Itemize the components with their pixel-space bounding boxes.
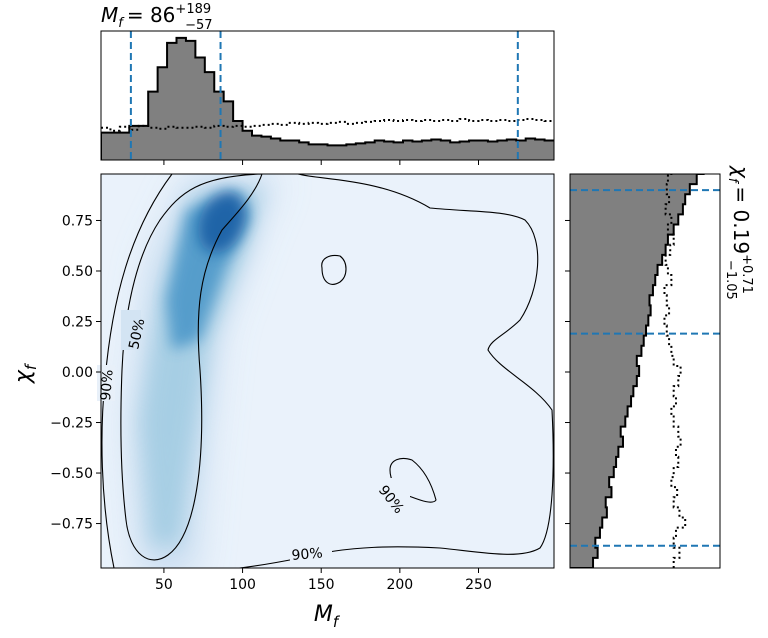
contour-50 [120, 174, 263, 561]
title-chi-value: = 0.19 [729, 186, 753, 254]
top-marginal-panel [100, 30, 555, 165]
top-panel-frame [100, 30, 555, 161]
posterior-histogram-fill [570, 174, 704, 568]
contour-90-island [321, 254, 347, 285]
title-mf-subscript: f [118, 16, 125, 31]
posterior-histogram-step [570, 174, 705, 568]
title-mf-upper-error: +189 [175, 2, 211, 17]
prior-histogram-step [101, 117, 554, 132]
title-chi-subscript: f [725, 178, 740, 185]
density-heatmap [128, 175, 280, 568]
contour-label-90-bottom-bg [290, 541, 332, 563]
x-axis-label-symbol: M [314, 602, 333, 627]
title-chi-symbol: χ [729, 165, 753, 179]
joint-panel-frame [100, 173, 555, 569]
y-tick-label: −0.25 [50, 416, 93, 432]
y-tick-label: 0.00 [62, 365, 93, 381]
contour-label-90-mid-bg [376, 478, 410, 514]
joint-panel: 50% 90% 90% 90% 50 100 150 200 250 0.750.500… [50, 173, 555, 593]
right-panel-frame [569, 173, 721, 569]
title-mf-lower-error: −57 [185, 18, 212, 33]
y-axis-label-subscript: f [22, 362, 40, 370]
x-tick-label: 50 [155, 577, 173, 593]
right-panel-ticks [565, 219, 570, 525]
y-tick-label: 0.50 [62, 264, 93, 280]
title-mf-value: = 86 [127, 3, 176, 27]
joint-y-axis-ticks: 0.75 0.50 0.25 0.00 −0.25 −0.50 −0.75 [50, 213, 101, 533]
posterior-histogram-step [101, 36, 554, 160]
y-tick-label: 0.75 [62, 213, 93, 229]
right-marginal-panel [565, 173, 721, 569]
top-histogram [101, 31, 554, 160]
y-tick-label: −0.50 [50, 466, 93, 482]
y-tick-label: 0.25 [62, 314, 93, 330]
top-panel-title: Mf = 86+189 −57 [101, 2, 213, 33]
density-peak [198, 191, 246, 253]
y-axis-label-symbol: χ [11, 369, 36, 384]
x-tick-label: 100 [229, 577, 256, 593]
contour-label-50: 50% [126, 317, 148, 351]
title-chi-upper-error: +0.71 [739, 254, 754, 294]
x-axis-label-subscript: f [333, 613, 341, 631]
contour-90-right [170, 174, 554, 568]
x-tick-label: 200 [386, 577, 413, 593]
density-mid-region [140, 188, 262, 545]
contour-label-90-bottom: 90% [291, 545, 323, 564]
right-histogram [570, 174, 720, 568]
right-panel-title: χf= 0.19+0.71−1.05 [723, 165, 754, 300]
y-tick-label: −0.75 [50, 517, 93, 533]
y-axis-label: χf [11, 362, 40, 384]
x-tick-label: 250 [465, 577, 492, 593]
contour-label-50-bg [121, 310, 141, 350]
title-mf-symbol: M [101, 3, 118, 27]
joint-x-axis-ticks: 50 100 150 200 250 [155, 568, 492, 593]
top-panel-ticks [163, 160, 479, 165]
title-chi-lower-error: −1.05 [723, 260, 738, 300]
x-axis-label: Mf [314, 602, 341, 631]
contour-label-90-left: 90% [98, 369, 117, 401]
posterior-histogram-fill [101, 37, 554, 160]
x-tick-label: 150 [308, 577, 335, 593]
prior-histogram-step [663, 174, 687, 568]
